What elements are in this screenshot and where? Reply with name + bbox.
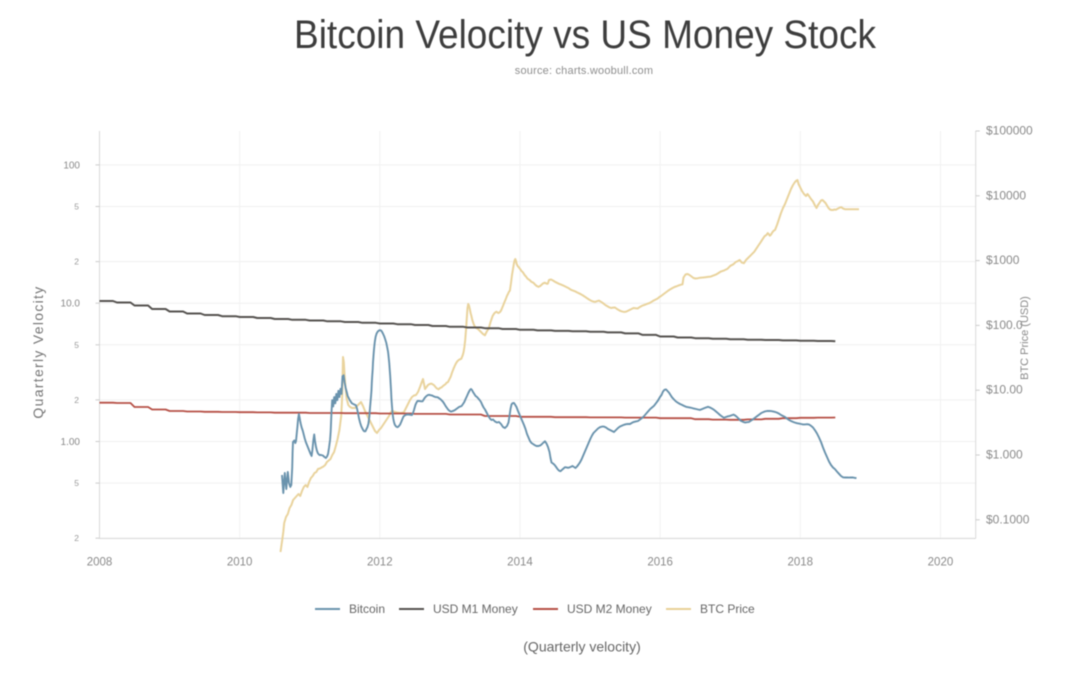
svg-text:2: 2 [74,257,79,267]
svg-text:$1000: $1000 [986,253,1020,267]
svg-text:BTC Price (USD): BTC Price (USD) [1019,296,1031,380]
svg-text:$100.0: $100.0 [986,318,1023,332]
svg-text:1.00: 1.00 [61,437,81,448]
svg-text:$10000: $10000 [986,188,1026,202]
svg-text:2: 2 [74,533,79,543]
svg-text:2008: 2008 [87,557,113,569]
svg-text:Quarterly Velocity: Quarterly Velocity [30,285,46,418]
svg-text:2010: 2010 [227,557,253,569]
svg-text:5: 5 [74,202,79,212]
svg-text:2016: 2016 [647,557,673,569]
svg-text:Bitcoin: Bitcoin [349,602,385,616]
svg-text:2014: 2014 [507,557,533,569]
svg-text:$100000: $100000 [986,124,1033,138]
svg-text:100: 100 [63,160,80,171]
svg-text:2012: 2012 [367,557,393,569]
svg-text:2018: 2018 [788,557,814,569]
svg-text:USD M1 Money: USD M1 Money [433,602,518,616]
svg-text:5: 5 [74,340,79,350]
svg-text:$0.1000: $0.1000 [986,512,1030,526]
svg-text:(Quarterly velocity): (Quarterly velocity) [523,639,640,655]
svg-text:USD M2 Money: USD M2 Money [567,602,652,616]
svg-text:2: 2 [74,395,79,405]
svg-text:BTC Price: BTC Price [700,602,755,616]
svg-text:5: 5 [74,478,79,488]
svg-text:10.0: 10.0 [61,299,81,310]
svg-text:$1.000: $1.000 [986,448,1023,462]
svg-text:$10.00: $10.00 [986,383,1023,397]
svg-text:2020: 2020 [928,557,954,569]
